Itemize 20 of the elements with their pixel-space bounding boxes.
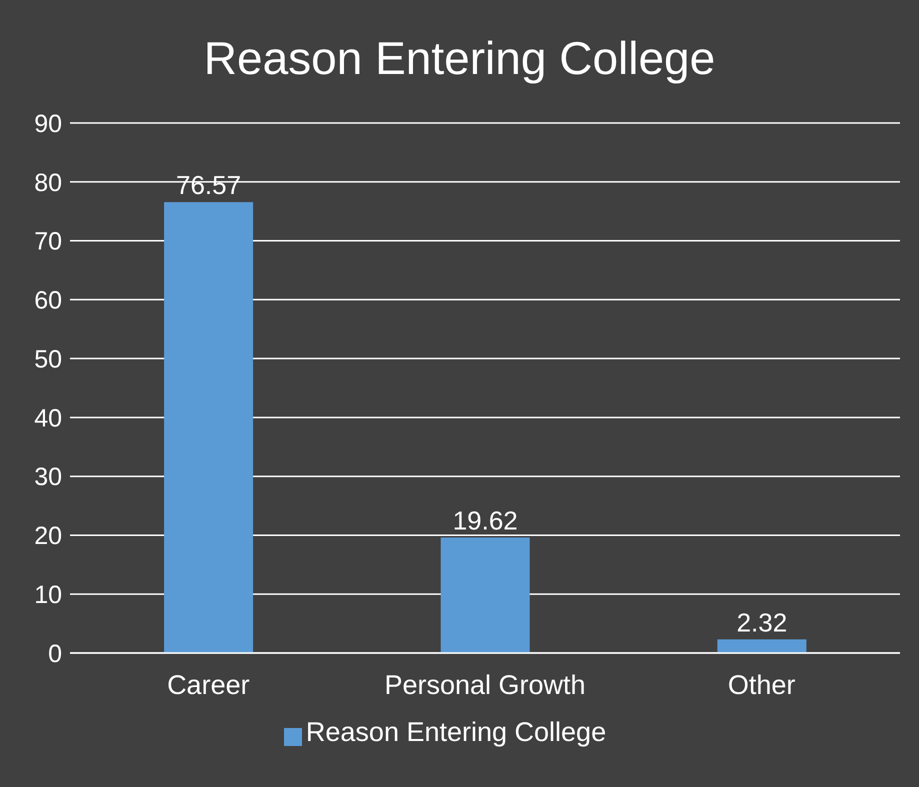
x-tick-label: Career [167,670,250,700]
data-label: 19.62 [452,505,518,536]
y-tick-label: 40 [34,404,62,432]
chart-title: Reason Entering College [202,31,716,86]
y-tick-label: 60 [34,286,62,315]
bar [717,639,806,653]
bar [164,202,254,653]
y-tick-label: 70 [34,228,62,256]
bar [440,537,530,653]
x-tick-label: Other [728,670,796,700]
y-tick-label: 20 [34,522,62,550]
y-tick-label: 10 [34,580,62,609]
y-tick-label: 80 [34,168,62,197]
legend-label: Reason Entering College [306,717,606,747]
y-tick-label: 0 [48,640,62,668]
y-tick-label: 30 [34,463,62,492]
y-tick-label: 50 [34,345,62,374]
data-label: 2.32 [736,607,788,638]
x-tick-label: Personal Growth [384,670,586,700]
y-tick-label: 90 [34,110,62,138]
